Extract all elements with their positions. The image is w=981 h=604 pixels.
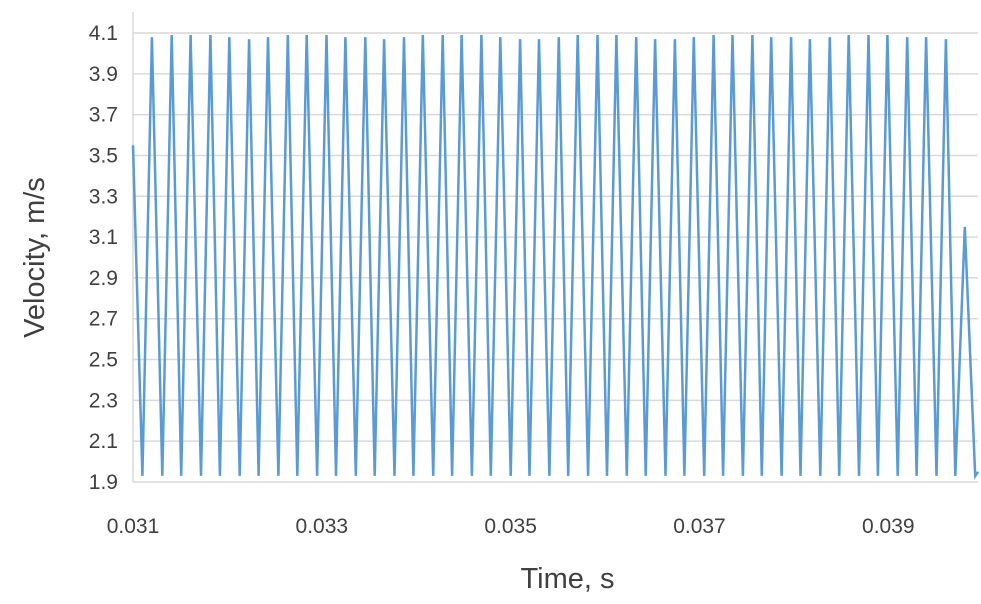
- x-tick-label: 0.039: [862, 515, 915, 538]
- y-tick-label: 2.7: [89, 308, 118, 331]
- y-tick-label: 4.1: [89, 22, 118, 45]
- y-axis-title: Velocity, m/s: [19, 177, 51, 338]
- x-tick-label: 0.033: [296, 515, 349, 538]
- x-tick-labels: 0.031 0.033 0.035 0.037 0.039: [107, 515, 915, 538]
- y-tick-label: 3.1: [89, 226, 118, 249]
- velocity-series-line: [131, 34, 980, 480]
- y-tick-label: 2.5: [89, 349, 118, 372]
- y-tick-label: 2.9: [89, 267, 118, 290]
- y-tick-labels: 1.9 2.1 2.3 2.5 2.7 2.9 3.1 3.3 3.5 3.7 3.9 4.1: [89, 22, 118, 494]
- x-tick-label: 0.035: [484, 515, 537, 538]
- y-tick-label: 3.9: [89, 63, 118, 86]
- y-tick-label: 1.9: [89, 471, 118, 494]
- y-tick-label: 2.3: [89, 389, 118, 412]
- x-tick-label: 0.037: [673, 515, 726, 538]
- y-tick-label: 3.5: [89, 144, 118, 167]
- y-tick-label: 3.3: [89, 185, 118, 208]
- y-tick-label: 2.1: [89, 430, 118, 453]
- x-tick-label: 0.031: [107, 515, 160, 538]
- x-axis-title: Time, s: [521, 563, 615, 595]
- y-tick-label: 3.7: [89, 104, 118, 127]
